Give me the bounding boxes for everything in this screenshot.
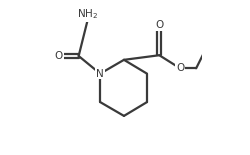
Text: O: O	[54, 51, 62, 61]
Text: NH$_2$: NH$_2$	[77, 8, 98, 21]
Text: O: O	[154, 20, 163, 30]
Text: N: N	[96, 69, 104, 79]
Text: O: O	[175, 63, 184, 73]
